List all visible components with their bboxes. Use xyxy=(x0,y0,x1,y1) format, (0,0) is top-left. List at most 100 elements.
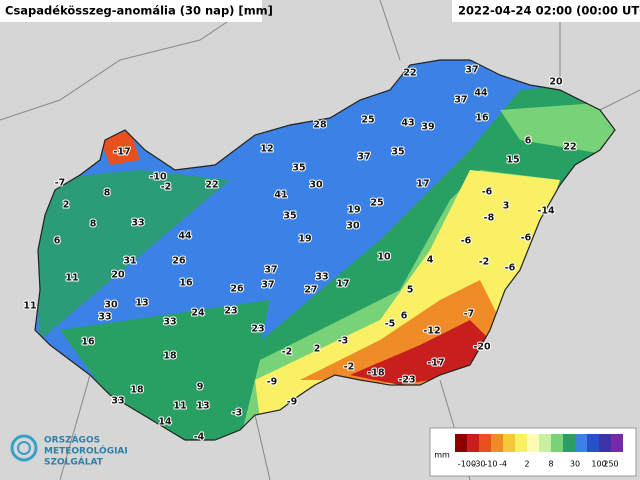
station-value: 33 xyxy=(315,272,328,283)
station-value: 30 xyxy=(346,221,360,232)
legend-swatch xyxy=(503,434,515,452)
station-value: 11 xyxy=(173,401,186,412)
station-value: 18 xyxy=(163,351,177,362)
legend-swatch xyxy=(551,434,563,452)
timestamp: 2022-04-24 02:00 (00:00 UTC) xyxy=(458,4,640,18)
station-value: 37 xyxy=(261,280,274,291)
legend-label: -100 xyxy=(458,460,476,469)
station-value: 25 xyxy=(361,115,374,126)
station-value: -20 xyxy=(473,342,491,353)
station-value: 33 xyxy=(98,312,111,323)
station-value: 22 xyxy=(563,142,576,153)
legend-label: 30 xyxy=(570,460,580,469)
legend-swatch xyxy=(563,434,575,452)
station-value: 6 xyxy=(54,236,61,247)
station-value: 11 xyxy=(65,273,78,284)
station-value: 37 xyxy=(264,265,277,276)
station-value: 16 xyxy=(81,337,95,348)
station-value: 2 xyxy=(314,344,321,355)
station-value: 37 xyxy=(357,152,370,163)
station-value: 35 xyxy=(283,211,296,222)
station-value: 5 xyxy=(407,285,414,296)
station-value: 12 xyxy=(260,144,273,155)
station-value: 6 xyxy=(525,136,532,147)
station-value: -17 xyxy=(113,147,130,158)
station-value: -17 xyxy=(427,358,444,369)
station-value: 11 xyxy=(23,301,36,312)
station-value: 16 xyxy=(475,113,489,124)
station-value: -2 xyxy=(282,347,293,358)
station-value: 41 xyxy=(274,190,287,201)
station-value: 26 xyxy=(172,256,186,267)
station-value: 43 xyxy=(401,118,414,129)
station-value: -7 xyxy=(464,309,475,320)
station-value: -7 xyxy=(55,178,66,189)
station-value: 25 xyxy=(370,198,383,209)
station-value: -9 xyxy=(267,377,278,388)
station-value: 15 xyxy=(506,155,519,166)
station-value: 13 xyxy=(196,401,209,412)
legend-swatch xyxy=(527,434,539,452)
station-value: 14 xyxy=(158,417,172,428)
station-value: -5 xyxy=(385,319,396,330)
station-value: 35 xyxy=(391,147,404,158)
station-value: 37 xyxy=(465,65,478,76)
station-value: 44 xyxy=(178,231,192,242)
station-value: 31 xyxy=(123,256,136,267)
legend-swatch xyxy=(455,434,467,452)
station-value: -9 xyxy=(287,397,298,408)
station-value: -6 xyxy=(521,233,532,244)
legend-swatch xyxy=(515,434,527,452)
station-value: 19 xyxy=(347,205,360,216)
station-value: -6 xyxy=(461,236,472,247)
station-value: -2 xyxy=(479,257,490,268)
station-value: 17 xyxy=(416,179,429,190)
timestamp-box xyxy=(452,0,640,22)
legend-swatch xyxy=(467,434,479,452)
station-value: 23 xyxy=(251,324,264,335)
station-value: 27 xyxy=(304,285,317,296)
station-value: 33 xyxy=(111,396,124,407)
station-value: -8 xyxy=(484,213,495,224)
title: Csapadékösszeg-anomália (30 nap) [mm] xyxy=(5,4,273,18)
station-value: 35 xyxy=(292,163,305,174)
logo-text: ORSZÁGOS xyxy=(44,434,100,446)
station-value: -2 xyxy=(344,362,355,373)
station-value: 20 xyxy=(549,77,563,88)
legend-label: -4 xyxy=(499,460,507,469)
station-value: -3 xyxy=(338,336,349,347)
station-value: 26 xyxy=(230,284,244,295)
station-value: 8 xyxy=(104,188,111,199)
station-value: 22 xyxy=(403,68,416,79)
station-value: 10 xyxy=(377,252,391,263)
station-value: -23 xyxy=(398,375,415,386)
legend-label: -10 xyxy=(484,460,497,469)
station-value: 19 xyxy=(298,234,311,245)
station-value: -6 xyxy=(482,187,493,198)
station-value: 8 xyxy=(90,219,97,230)
station-value: 23 xyxy=(224,306,237,317)
station-value: 6 xyxy=(401,311,408,322)
legend-label: -30 xyxy=(472,460,485,469)
legend-swatch xyxy=(539,434,551,452)
station-value: 18 xyxy=(130,385,144,396)
station-value: -12 xyxy=(423,326,440,337)
station-value: -6 xyxy=(505,263,516,274)
station-value: 2 xyxy=(63,200,70,211)
logo xyxy=(10,434,38,462)
station-value: 20 xyxy=(111,270,125,281)
station-value: -4 xyxy=(194,432,205,443)
legend-label: 250 xyxy=(603,460,618,469)
title-box xyxy=(0,0,262,22)
station-value: 16 xyxy=(179,278,193,289)
station-value: -3 xyxy=(232,408,243,419)
legend-unit: mm xyxy=(434,451,450,460)
station-value: -18 xyxy=(367,368,385,379)
station-value: 4 xyxy=(427,255,434,266)
station-value: 37 xyxy=(454,95,467,106)
legend-swatch xyxy=(587,434,599,452)
station-value: 22 xyxy=(205,180,218,191)
station-value: -14 xyxy=(537,206,555,217)
station-value: 30 xyxy=(309,180,323,191)
